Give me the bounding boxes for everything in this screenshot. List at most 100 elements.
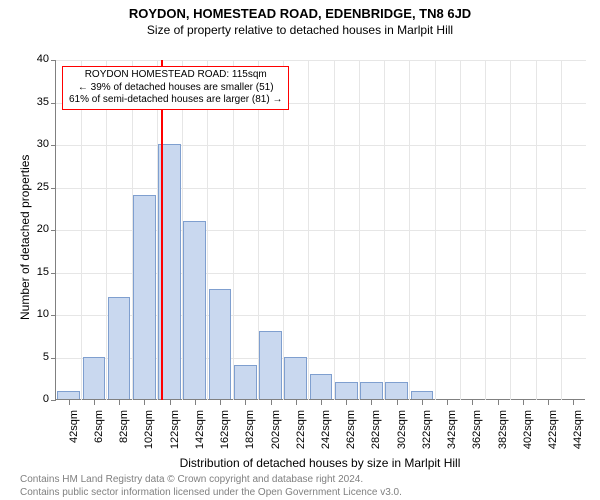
x-tick-label: 202sqm <box>270 410 282 460</box>
x-tick <box>346 400 347 405</box>
annotation-line-3: 61% of semi-detached houses are larger (… <box>69 94 282 107</box>
y-tick-label: 5 <box>23 351 49 363</box>
x-tick <box>144 400 145 405</box>
x-tick <box>548 400 549 405</box>
y-gridline <box>56 188 586 189</box>
x-gridline <box>334 60 335 400</box>
x-gridline <box>283 60 284 400</box>
x-tick <box>94 400 95 405</box>
histogram-bar <box>133 195 156 399</box>
x-tick <box>245 400 246 405</box>
x-tick-label: 242sqm <box>320 410 332 460</box>
x-tick <box>397 400 398 405</box>
x-gridline <box>460 60 461 400</box>
x-gridline <box>359 60 360 400</box>
x-tick-label: 182sqm <box>244 410 256 460</box>
x-tick <box>271 400 272 405</box>
histogram-bar <box>83 357 106 400</box>
x-tick <box>170 400 171 405</box>
x-tick-label: 102sqm <box>143 410 155 460</box>
chart-title: ROYDON, HOMESTEAD ROAD, EDENBRIDGE, TN8 … <box>0 0 600 21</box>
x-gridline <box>435 60 436 400</box>
y-tick-label: 40 <box>23 53 49 65</box>
histogram-bar <box>234 365 257 399</box>
y-tick <box>51 230 56 231</box>
x-gridline <box>384 60 385 400</box>
y-tick-label: 30 <box>23 138 49 150</box>
marker-line <box>161 60 163 400</box>
histogram-bar <box>335 382 358 399</box>
x-tick-label: 142sqm <box>194 410 206 460</box>
footer-line-1: Contains HM Land Registry data © Crown c… <box>20 474 402 487</box>
x-tick-label: 282sqm <box>370 410 382 460</box>
footer-line-2: Contains public sector information licen… <box>20 487 402 500</box>
histogram-bar <box>284 357 307 400</box>
x-tick <box>523 400 524 405</box>
x-tick-label: 222sqm <box>295 410 307 460</box>
y-axis-title: Number of detached properties <box>18 155 32 320</box>
y-tick <box>51 273 56 274</box>
x-gridline <box>536 60 537 400</box>
y-tick <box>51 400 56 401</box>
y-tick <box>51 145 56 146</box>
annotation-line-1: ROYDON HOMESTEAD ROAD: 115sqm <box>69 69 282 82</box>
plot-area: ROYDON HOMESTEAD ROAD: 115sqm← 39% of de… <box>55 60 585 400</box>
x-tick-label: 162sqm <box>219 410 231 460</box>
x-tick-label: 62sqm <box>93 410 105 460</box>
histogram-bar <box>209 289 232 400</box>
histogram-bar <box>259 331 282 399</box>
y-tick <box>51 188 56 189</box>
x-tick <box>573 400 574 405</box>
y-gridline <box>56 60 586 61</box>
x-tick <box>119 400 120 405</box>
x-tick <box>220 400 221 405</box>
x-tick <box>498 400 499 405</box>
y-tick-label: 0 <box>23 393 49 405</box>
x-tick <box>69 400 70 405</box>
x-tick-label: 82sqm <box>118 410 130 460</box>
x-gridline <box>308 60 309 400</box>
x-gridline <box>485 60 486 400</box>
x-tick-label: 362sqm <box>471 410 483 460</box>
annotation-box: ROYDON HOMESTEAD ROAD: 115sqm← 39% of de… <box>62 66 289 110</box>
y-gridline <box>56 145 586 146</box>
x-tick-label: 122sqm <box>169 410 181 460</box>
x-tick <box>195 400 196 405</box>
x-tick-label: 302sqm <box>396 410 408 460</box>
y-tick-label: 35 <box>23 96 49 108</box>
histogram-bar <box>108 297 131 399</box>
x-gridline <box>81 60 82 400</box>
x-gridline <box>510 60 511 400</box>
y-tick <box>51 60 56 61</box>
x-gridline <box>561 60 562 400</box>
x-tick-label: 442sqm <box>572 410 584 460</box>
x-tick <box>321 400 322 405</box>
x-tick-label: 422sqm <box>547 410 559 460</box>
x-gridline <box>409 60 410 400</box>
histogram-bar <box>385 382 408 399</box>
y-tick <box>51 103 56 104</box>
x-axis-title: Distribution of detached houses by size … <box>55 456 585 470</box>
annotation-line-2: ← 39% of detached houses are smaller (51… <box>69 82 282 95</box>
x-tick-label: 262sqm <box>345 410 357 460</box>
x-tick <box>371 400 372 405</box>
histogram-bar <box>57 391 80 400</box>
x-tick-label: 342sqm <box>446 410 458 460</box>
histogram-bar <box>183 221 206 400</box>
chart-subtitle: Size of property relative to detached ho… <box>0 21 600 37</box>
x-tick <box>472 400 473 405</box>
histogram-bar <box>411 391 434 400</box>
x-tick <box>447 400 448 405</box>
chart-area: ROYDON HOMESTEAD ROAD: 115sqm← 39% of de… <box>55 60 585 400</box>
histogram-bar <box>360 382 383 399</box>
x-tick-label: 402sqm <box>522 410 534 460</box>
x-gridline <box>233 60 234 400</box>
x-tick-label: 322sqm <box>421 410 433 460</box>
x-tick-label: 42sqm <box>68 410 80 460</box>
chart-container: ROYDON, HOMESTEAD ROAD, EDENBRIDGE, TN8 … <box>0 0 600 500</box>
y-tick <box>51 315 56 316</box>
y-tick <box>51 358 56 359</box>
histogram-bar <box>310 374 333 400</box>
x-tick <box>296 400 297 405</box>
x-tick <box>422 400 423 405</box>
